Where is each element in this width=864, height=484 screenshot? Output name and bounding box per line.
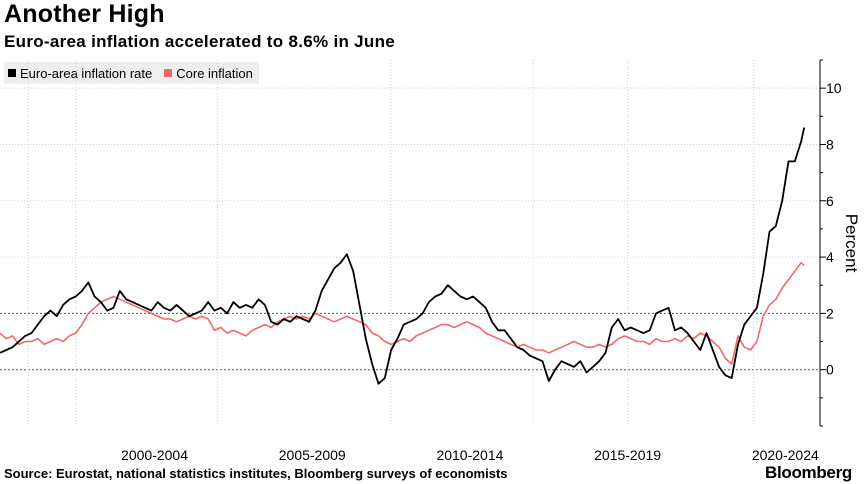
x-tick-label-0: 2000-2004 — [121, 447, 188, 463]
series-lines — [0, 127, 806, 385]
y-tick-label-8: 8 — [826, 136, 834, 152]
bloomberg-logo: Bloomberg — [764, 463, 852, 482]
y-tick-label-4: 4 — [826, 249, 834, 265]
series-line-euro-area — [0, 127, 806, 385]
legend-item-euro-area: Euro-area inflation rate — [8, 66, 152, 81]
source-note: Source: Eurostat, national statistics in… — [4, 466, 508, 481]
legend-swatch-core — [164, 69, 173, 77]
legend-label-euro-area: Euro-area inflation rate — [20, 65, 153, 81]
legend-swatch-euro-area — [8, 69, 16, 77]
legend-label-core: Core inflation — [176, 65, 253, 81]
y-tick-label-10: 10 — [826, 80, 842, 96]
y-tick-label-2: 2 — [826, 305, 834, 321]
series-line-core — [0, 261, 805, 365]
y-tick-label-6: 6 — [826, 193, 834, 209]
legend-item-core: Core inflation — [164, 66, 253, 81]
x-tick-label-1: 2005-2009 — [279, 447, 346, 463]
grid — [0, 60, 820, 426]
chart-subtitle: Euro-area inflation accelerated to 8.6% … — [4, 32, 396, 51]
y-axis-title: Percent — [842, 214, 861, 273]
axes: 0 2 4 6 8 10 2000-2004 2005-2009 2010-2014 2015-2… — [121, 59, 842, 463]
chart-title: Another High — [4, 0, 165, 28]
legend: Euro-area inflation rate Core inflation — [4, 62, 259, 84]
x-tick-label-4: 2020-2024 — [752, 447, 819, 463]
x-tick-label-3: 2015-2019 — [594, 447, 661, 463]
y-tick-label-0: 0 — [826, 362, 834, 378]
x-tick-label-2: 2010-2014 — [436, 447, 503, 463]
